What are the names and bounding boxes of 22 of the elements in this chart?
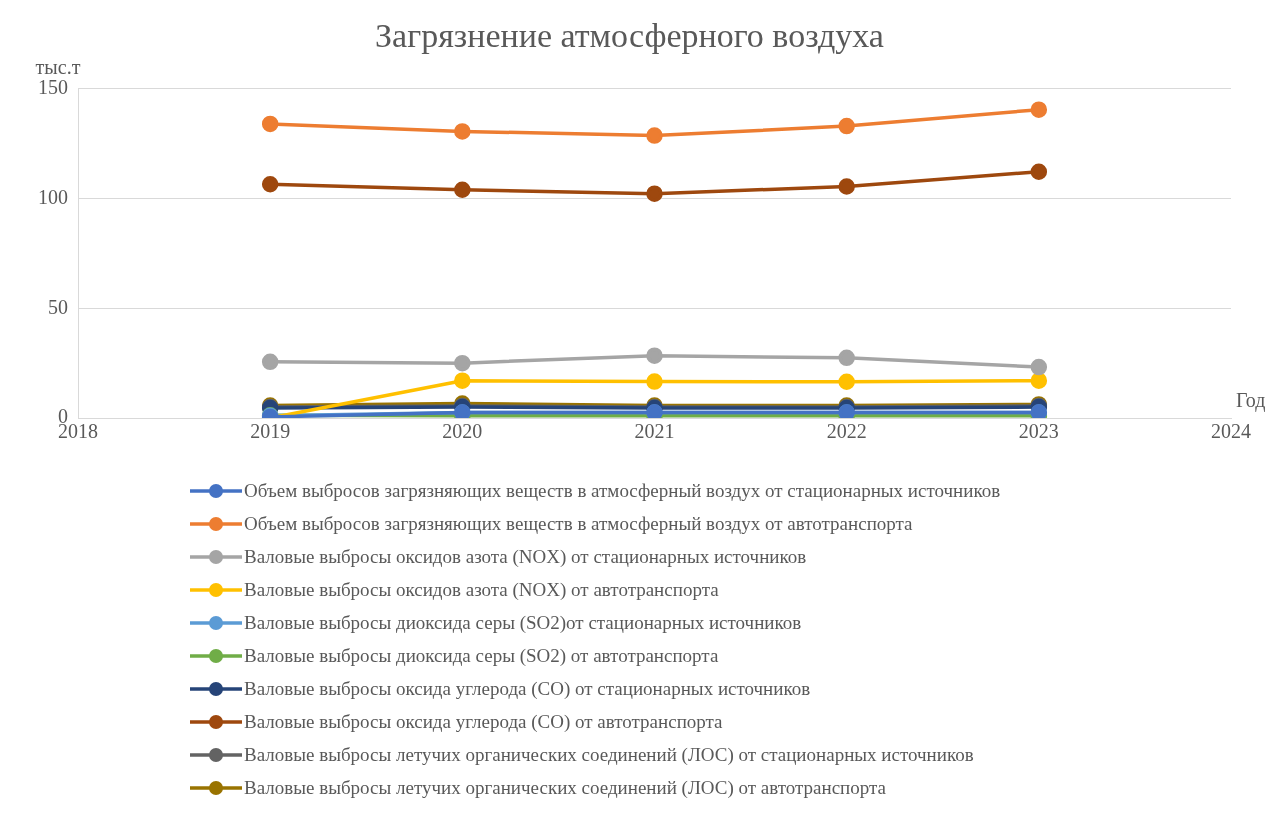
x-tick-label: 2019 — [250, 420, 291, 443]
x-tick-label: 2024 — [1211, 420, 1251, 443]
legend-label: Валовые выбросы оксида углерода (CO) от автотранспорта — [244, 710, 723, 733]
x-axis-title: Год — [1236, 389, 1266, 413]
legend-label: Валовые выбросы оксидов азота (NOX) от стационарных источников — [244, 545, 807, 568]
legend-label: Валовые выбросы летучих органических соединений (ЛОС) от стационарных источников — [244, 743, 974, 766]
chart-title: Загрязнение атмосферного воздуха — [375, 17, 884, 55]
x-tick-label: 2022 — [826, 420, 867, 443]
y-tick-label: 50 — [48, 295, 68, 318]
legend-label: Валовые выбросы оксида углерода (CO) от стационарных источников — [244, 677, 811, 700]
legend-label: Объем выбросов загрязняющих веществ в атмосферный воздух от автотранспорта — [244, 512, 913, 535]
y-axis-title: тыс.т — [35, 56, 81, 79]
legend-label: Объем выбросов загрязняющих веществ в атмосферный воздух от стационарных источников — [244, 479, 1001, 502]
x-tick-label: 2020 — [442, 420, 483, 443]
legend-label: Валовые выбросы диоксида серы (SO2) от автотранспорта — [244, 644, 719, 667]
legend-label: Валовые выбросы летучих органических соединений (ЛОС) от автотранспорта — [244, 776, 886, 799]
x-tick-label: 2023 — [1018, 420, 1059, 443]
x-tick-label: 2021 — [634, 420, 675, 443]
y-tick-label: 150 — [38, 76, 68, 99]
y-tick-label: 100 — [38, 185, 68, 208]
legend-label: Валовые выбросы диоксида серы (SO2)от стационарных источников — [244, 611, 802, 634]
legend-label: Валовые выбросы оксидов азота (NOX) от автотранспорта — [244, 578, 719, 601]
